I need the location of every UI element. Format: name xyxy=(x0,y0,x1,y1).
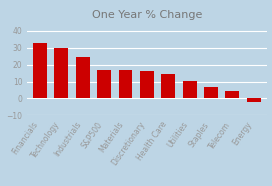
Bar xyxy=(97,70,111,98)
Title: One Year % Change: One Year % Change xyxy=(92,10,202,20)
Bar xyxy=(204,86,218,98)
Bar xyxy=(140,70,154,98)
Bar xyxy=(161,74,175,98)
Bar xyxy=(119,70,132,98)
Bar xyxy=(225,91,239,98)
Bar xyxy=(183,81,197,98)
Bar xyxy=(54,48,68,98)
Bar xyxy=(247,98,261,102)
Bar xyxy=(76,57,90,98)
Bar xyxy=(33,43,47,98)
